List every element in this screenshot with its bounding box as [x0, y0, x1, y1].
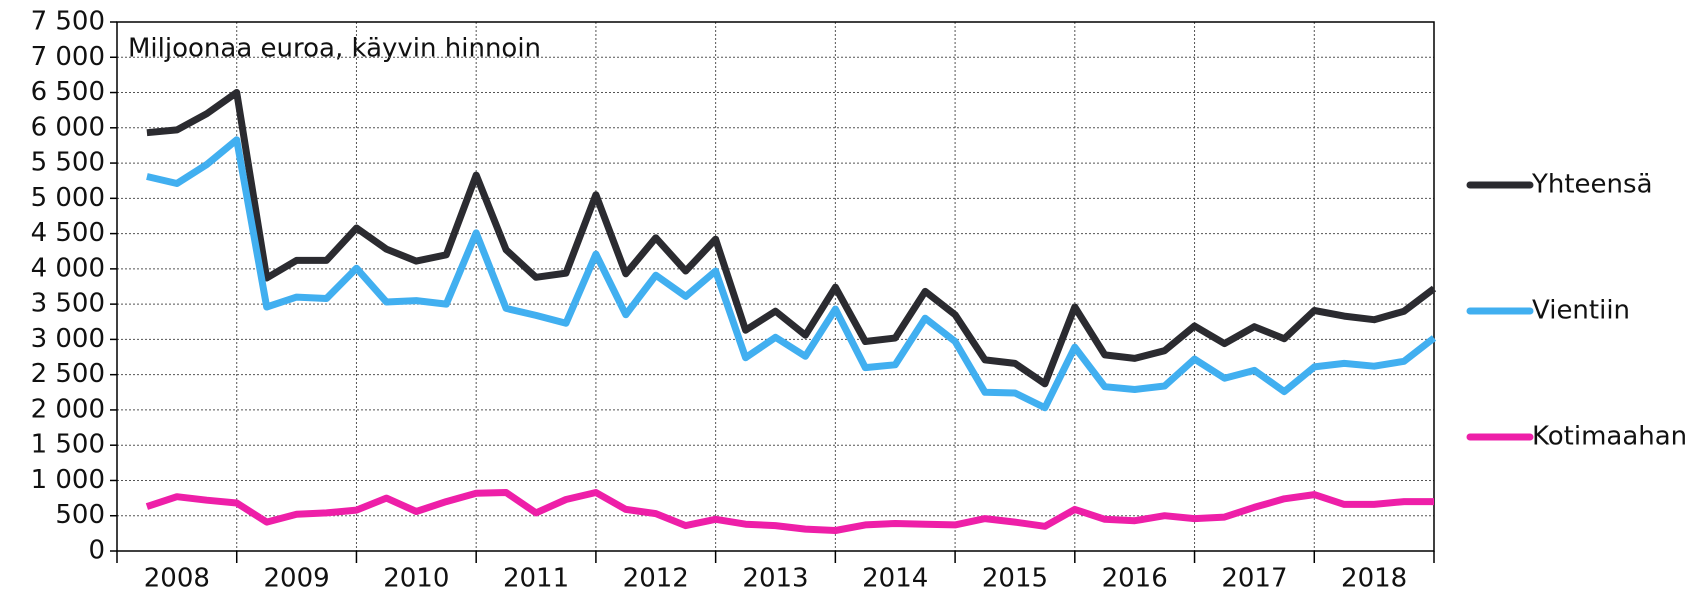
plot-frame: [116, 21, 1435, 552]
x-tick-label: 2010: [383, 564, 449, 594]
x-tick-label: 2012: [623, 564, 689, 594]
legend-label: Yhteensä: [1531, 170, 1653, 200]
y-tick-label: 2 500: [31, 359, 105, 389]
y-tick-label: 0: [88, 536, 105, 566]
x-tick-label: 2009: [264, 564, 330, 594]
legend-label: Vientiin: [1532, 296, 1630, 326]
x-tick-label: 2008: [144, 564, 210, 594]
y-tick-label: 5 000: [31, 183, 105, 213]
y-tick-label: 6 000: [31, 112, 105, 142]
series-line: [146, 136, 1437, 412]
series-line: [146, 89, 1437, 388]
y-tick-label: 6 500: [31, 77, 105, 107]
y-tick-label: 1 500: [31, 430, 105, 460]
y-tick-label: 1 000: [31, 465, 105, 495]
x-tick-label: 2014: [862, 564, 928, 594]
x-tick-label: 2016: [1102, 564, 1168, 594]
y-tick-label: 5 500: [31, 148, 105, 178]
y-tick-label: 2 000: [31, 394, 105, 424]
y-tick-label: 7 000: [31, 42, 105, 72]
y-tick-label: 4 500: [31, 218, 105, 248]
series-line: [145, 489, 1434, 534]
x-tick-label: 2018: [1341, 564, 1407, 594]
x-tick-label: 2013: [742, 564, 808, 594]
y-tick-label: 3 500: [31, 289, 105, 319]
y-tick-label: 500: [55, 500, 105, 530]
x-tick-label: 2015: [982, 564, 1048, 594]
x-tick-label: 2017: [1221, 564, 1287, 594]
y-tick-label: 7 500: [31, 7, 105, 37]
y-tick-label: 3 000: [31, 324, 105, 354]
legend-label: Kotimaahan: [1532, 422, 1687, 452]
y-tick-label: 4 000: [31, 253, 105, 283]
annotation: Miljoonaa euroa, käyvin hinnoin: [128, 34, 541, 64]
x-tick-label: 2011: [503, 564, 569, 594]
